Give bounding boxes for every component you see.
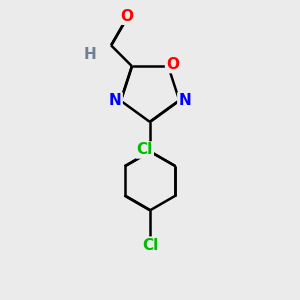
Text: N: N (109, 93, 122, 108)
Text: O: O (166, 57, 179, 72)
Text: N: N (178, 93, 191, 108)
Text: Cl: Cl (142, 238, 158, 253)
Text: O: O (121, 9, 134, 24)
Text: H: H (84, 47, 97, 62)
Text: Cl: Cl (136, 142, 153, 158)
